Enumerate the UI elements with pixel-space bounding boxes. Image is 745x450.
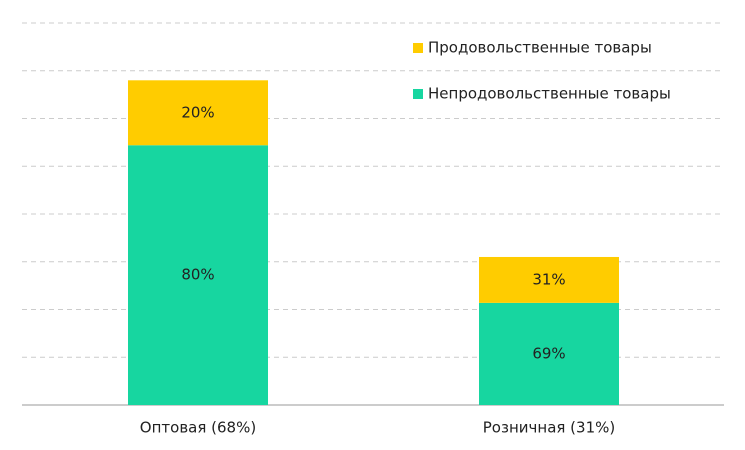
bar-segment [128, 80, 268, 146]
bar-segment [128, 145, 268, 406]
data-label: 20% [181, 103, 214, 121]
x-tick-label: Розничная (31%) [483, 419, 615, 437]
bar-segment [479, 302, 619, 405]
data-label: 31% [532, 270, 565, 288]
legend-swatch [413, 89, 423, 99]
legend-label: Непродовольственные товары [428, 85, 671, 103]
bar-segment [479, 256, 619, 303]
x-tick-label: Оптовая (68%) [140, 419, 256, 437]
legend-swatch [413, 43, 423, 53]
data-label: 69% [532, 344, 565, 362]
data-label: 80% [181, 266, 214, 284]
legend-label: Продовольственные товары [428, 39, 652, 57]
